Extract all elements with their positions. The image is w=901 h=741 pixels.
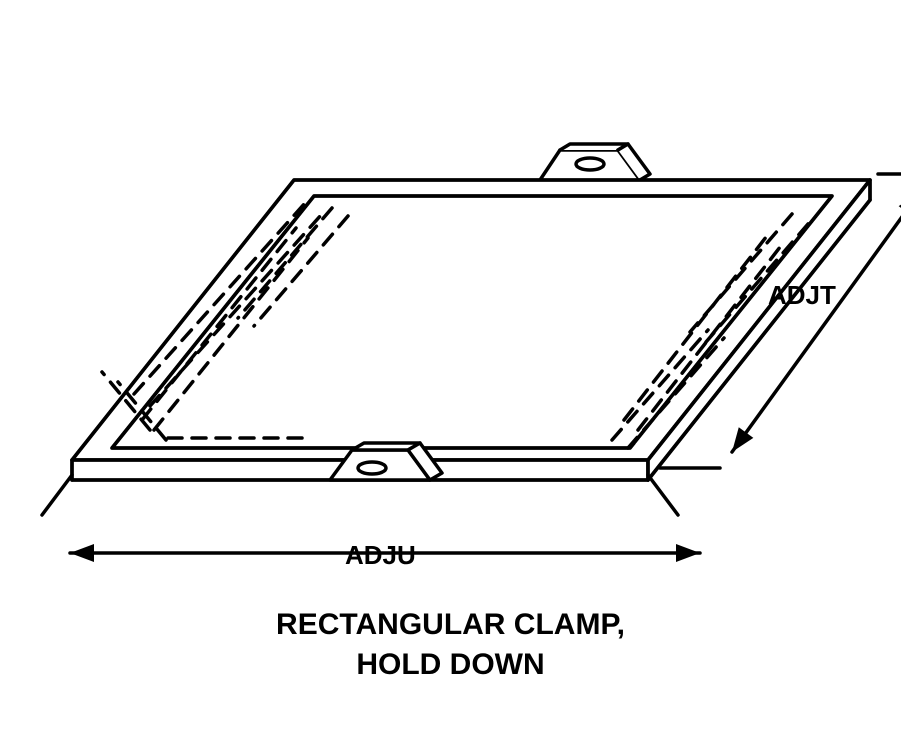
title-line-1: RECTANGULAR CLAMP, [0, 608, 901, 642]
title-line-2: HOLD DOWN [0, 648, 901, 682]
dim-label-width: ADJU [345, 540, 416, 571]
clamp-diagram: ADJU ADJT RECTANGULAR CLAMP, HOLD DOWN [0, 0, 901, 736]
dim-label-depth: ADJT [768, 280, 836, 311]
